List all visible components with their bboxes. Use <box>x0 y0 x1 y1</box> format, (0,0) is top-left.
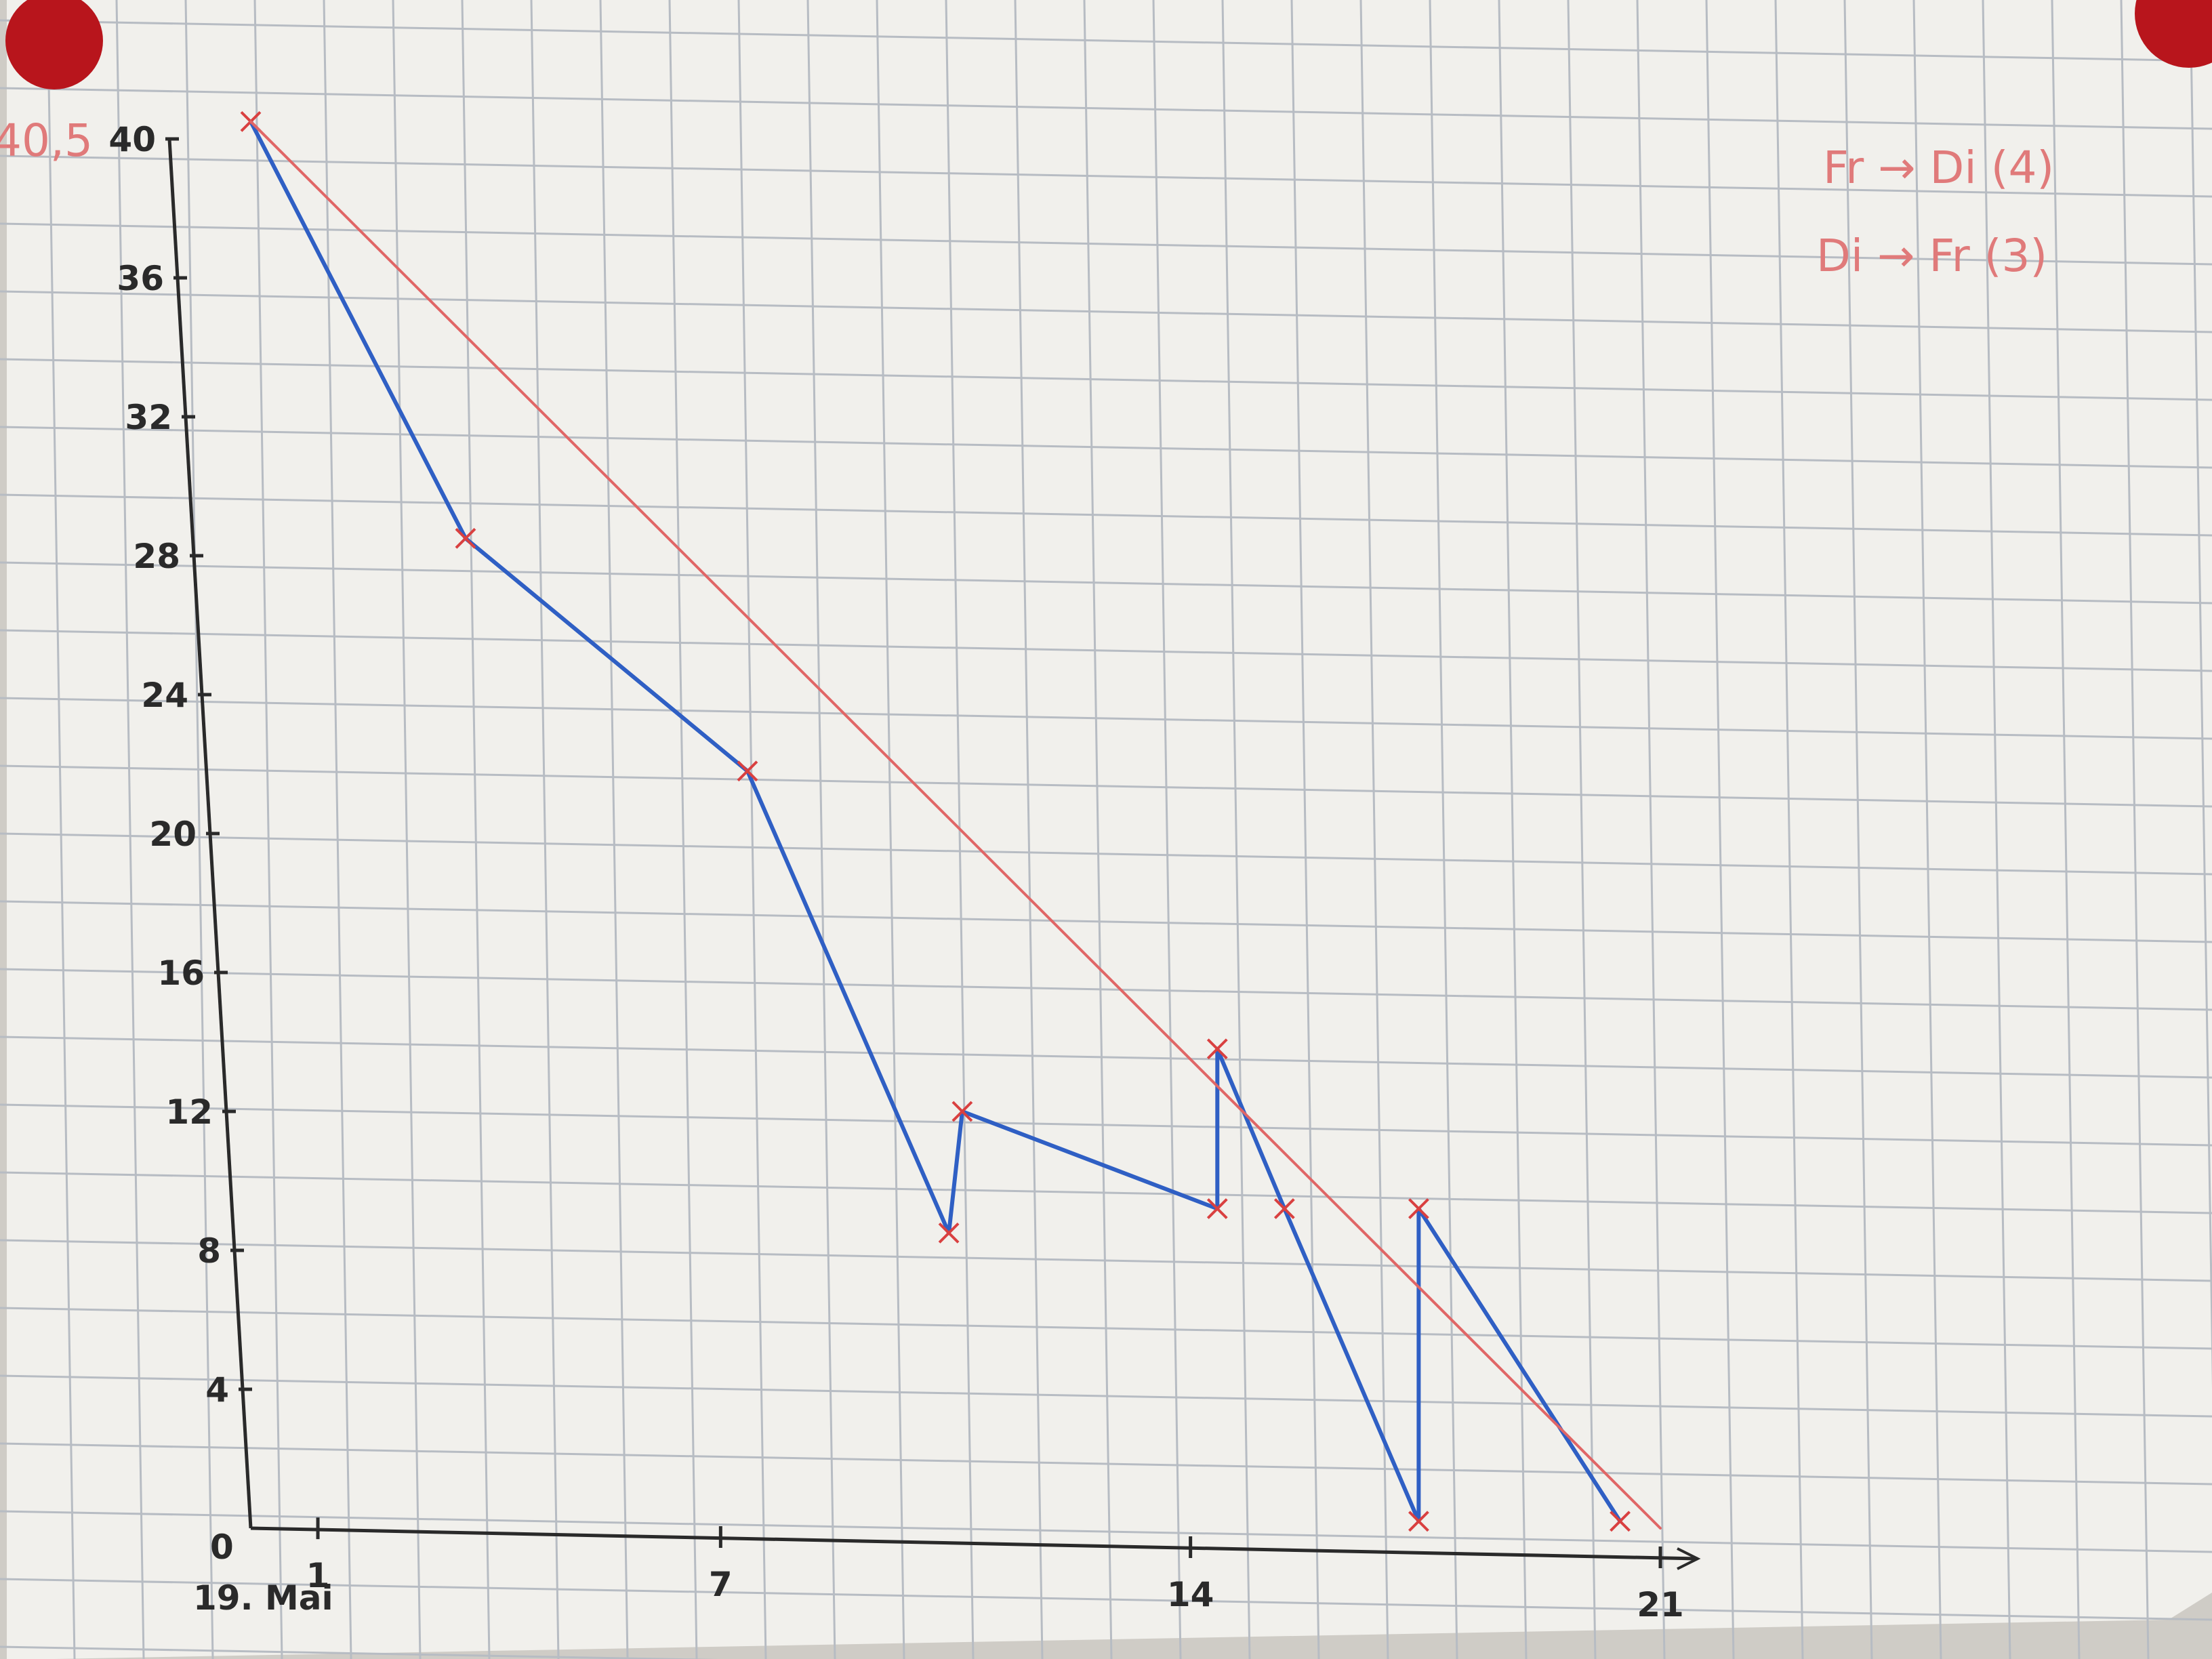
y-tick-label: 24 <box>141 676 188 715</box>
data-point-marker <box>737 760 758 782</box>
grid-line-vertical <box>1359 0 1389 1659</box>
grid-line-horizontal <box>0 1036 2212 1079</box>
grid-line-vertical <box>1774 0 1804 1659</box>
y-tick-label: 28 <box>133 537 180 576</box>
data-point-marker <box>1273 1198 1295 1219</box>
grid-line-vertical <box>2120 0 2150 1659</box>
y-tick-label: 36 <box>117 259 164 298</box>
x-tick-label: 21 <box>1637 1585 1684 1624</box>
grid-line-vertical <box>1705 0 1735 1659</box>
y-tick-label: 8 <box>197 1231 221 1271</box>
annotation-di-fr: Di → Fr (3) <box>1816 230 2047 282</box>
grid-line-horizontal <box>0 1103 2212 1147</box>
grid-line-horizontal <box>0 358 2212 401</box>
grid-line-horizontal <box>0 19 2212 62</box>
grid-line-vertical <box>46 0 76 1659</box>
data-point-marker <box>1206 1038 1228 1060</box>
data-point-marker <box>1206 1198 1228 1219</box>
y-tick-label: 16 <box>157 954 205 993</box>
x-ticks: 1 7 14 21 <box>306 1517 1684 1624</box>
grid-line-vertical <box>1843 0 1873 1659</box>
grid-line-horizontal <box>0 764 2212 808</box>
grid-line-vertical <box>2189 0 2212 1390</box>
grid-line-horizontal <box>0 1374 2212 1418</box>
grid-line-horizontal <box>0 968 2212 1011</box>
grid-line-vertical <box>253 0 283 1659</box>
y-tick-label: 12 <box>165 1092 213 1132</box>
grid-line-horizontal <box>0 832 2212 876</box>
grid-line-vertical <box>1982 0 2011 1659</box>
grid-line-vertical <box>184 0 214 1659</box>
grid-line-horizontal <box>0 1510 2212 1553</box>
grid-line-horizontal <box>0 290 2212 333</box>
data-point-marker <box>1408 1511 1429 1532</box>
grid-line-horizontal <box>0 697 2212 740</box>
pin-icon <box>2135 0 2212 68</box>
grid-line-vertical <box>1567 0 1597 1659</box>
data-point-marker <box>1408 1198 1429 1219</box>
data-point-marker <box>1610 1511 1631 1532</box>
pin-icon <box>5 0 103 89</box>
y-origin-label: 0 <box>210 1528 234 1567</box>
grid-line-vertical <box>2051 0 2081 1659</box>
x-start-label: 19. Mai <box>193 1578 333 1618</box>
data-point-marker <box>951 1101 973 1122</box>
grid-line-vertical <box>461 0 491 1659</box>
x-tick-label: 1 <box>306 1556 330 1595</box>
grid-line-vertical <box>1290 0 1320 1659</box>
y-tick-label: 4 <box>205 1370 229 1410</box>
grid-line-vertical <box>737 0 767 1659</box>
grid-line-horizontal <box>0 222 2212 266</box>
y-tick-label: 32 <box>125 398 172 437</box>
y-tick-label: 20 <box>149 815 197 854</box>
grid-line-vertical <box>1221 0 1251 1659</box>
grid-line-vertical <box>115 0 145 1659</box>
grid-line-vertical <box>1498 0 1528 1659</box>
ideal-burndown-line <box>249 120 1662 1530</box>
grid-line-vertical <box>1636 0 1666 1659</box>
grid-line-horizontal <box>0 561 2212 605</box>
grid-line-vertical <box>876 0 905 1659</box>
grid-line-horizontal <box>0 1307 2212 1350</box>
data-point-marker <box>938 1222 960 1244</box>
grid-line-vertical <box>599 0 629 1659</box>
x-tick-label: 14 <box>1167 1575 1214 1614</box>
grid-line-horizontal <box>0 426 2212 469</box>
series-lines <box>240 110 1662 1532</box>
annotation-fr-di: Fr → Di (4) <box>1823 142 2054 194</box>
grid-line-vertical <box>668 0 698 1659</box>
y-tick-label: 40 <box>108 120 156 159</box>
grid-line-vertical <box>1912 0 1942 1659</box>
grid-line-horizontal <box>0 900 2212 943</box>
grid-line-horizontal <box>0 1442 2212 1486</box>
grid-line-vertical <box>1014 0 1044 1659</box>
grid-line-vertical <box>806 0 836 1659</box>
data-point-marker <box>455 527 476 549</box>
grid-line-horizontal <box>0 629 2212 672</box>
grid-line-horizontal <box>0 493 2212 537</box>
grid-line-horizontal <box>0 155 2212 198</box>
grid-line-vertical <box>1429 0 1458 1659</box>
grid-line-horizontal <box>0 87 2212 130</box>
y-top-note: 40,5 <box>0 115 93 167</box>
grid-line-vertical <box>530 0 560 1659</box>
grid-line-horizontal <box>0 1578 2212 1621</box>
grid-line-vertical <box>1152 0 1182 1659</box>
x-axis <box>250 1526 1698 1561</box>
grid-line-vertical <box>1083 0 1113 1659</box>
grid-line-horizontal <box>0 1171 2212 1214</box>
paper-sheet <box>7 0 2212 1659</box>
grid-line-horizontal <box>0 1645 719 1659</box>
grid-line-horizontal <box>0 1239 2212 1282</box>
y-ticks: 4 8 12 16 20 24 28 32 36 40 <box>108 120 252 1410</box>
x-tick-label: 7 <box>709 1565 733 1604</box>
x-axis-arrow <box>1677 1547 1701 1570</box>
